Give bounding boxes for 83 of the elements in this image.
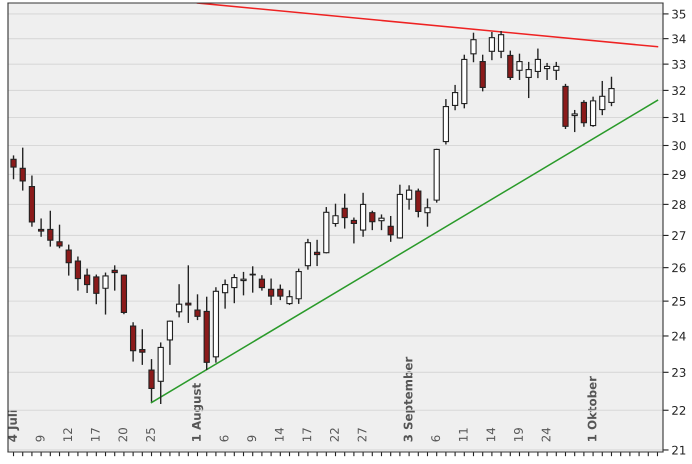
x-tick-label: 6 xyxy=(220,436,229,442)
candlestick xyxy=(47,210,54,247)
candlestick xyxy=(470,32,477,62)
x-tick-label: 19 xyxy=(514,428,523,441)
candlestick xyxy=(194,294,201,320)
candlestick xyxy=(222,280,228,309)
candlestick xyxy=(342,194,348,229)
candlestick xyxy=(277,284,284,300)
candlestick xyxy=(608,76,615,106)
candlestick xyxy=(534,48,542,78)
candlestick xyxy=(74,256,82,291)
candlestick xyxy=(258,275,266,291)
y-tick-label: 25 xyxy=(672,296,686,306)
candlestick xyxy=(10,155,17,180)
y-tick-label: 34 xyxy=(672,34,686,44)
candlestick xyxy=(66,244,72,276)
x-tick-label: 6 xyxy=(431,436,440,442)
candlestick xyxy=(369,210,376,230)
x-tick-label: 3 September xyxy=(403,356,415,442)
x-tick-label: 17 xyxy=(302,428,312,441)
x-tick-label: 1 August xyxy=(192,383,204,441)
candlestick xyxy=(56,224,63,248)
y-tick-label: 29 xyxy=(672,170,686,180)
candlestick xyxy=(250,266,256,293)
x-tick-label: 27 xyxy=(358,428,366,442)
x-tick-label: 11 xyxy=(458,428,468,441)
candlestick xyxy=(304,238,312,270)
candlestick xyxy=(516,54,523,80)
y-tick-label: 24 xyxy=(672,332,686,340)
x-tick-label: 9 xyxy=(247,436,256,442)
candlestick xyxy=(452,84,458,110)
candlestick xyxy=(544,62,550,80)
candlestick xyxy=(424,198,431,227)
x-tick-label: 24 xyxy=(542,428,550,442)
y-tick-label: 30 xyxy=(672,141,686,150)
y-tick-label: 21 xyxy=(672,446,686,454)
candlestick xyxy=(580,100,588,127)
y-tick-label: 23 xyxy=(672,368,686,377)
candlestick xyxy=(240,272,247,296)
candlestick xyxy=(507,50,514,80)
candlestick xyxy=(314,240,320,266)
candlestick xyxy=(231,274,238,304)
candlestick xyxy=(488,32,496,60)
candlestick xyxy=(185,265,192,323)
y-tick-label: 32 xyxy=(672,86,686,96)
candlestick xyxy=(572,110,578,132)
candlestick xyxy=(166,320,174,365)
x-tick-label: 1 Oktober xyxy=(587,376,597,441)
candlestick xyxy=(350,218,358,244)
candlestick xyxy=(20,148,26,191)
candlestick xyxy=(84,268,90,293)
candlestick xyxy=(93,274,100,304)
candlestick xyxy=(332,204,339,227)
candlestick xyxy=(102,272,109,315)
candlestick xyxy=(526,62,532,98)
candlestick xyxy=(112,265,118,291)
x-tick-label: 22 xyxy=(330,428,339,442)
candlestick xyxy=(148,359,155,402)
x-tick-label: 25 xyxy=(146,428,155,442)
candlestick xyxy=(498,30,504,58)
y-tick-label: 26 xyxy=(672,263,686,272)
y-tick-label: 33 xyxy=(672,60,686,69)
x-tick-label: 14 xyxy=(486,428,496,441)
candlestick xyxy=(415,188,422,218)
x-tick-label: 9 xyxy=(36,436,45,442)
candlestick xyxy=(378,214,385,230)
x-tick-label: 20 xyxy=(118,428,128,442)
y-tick-label: 28 xyxy=(672,200,686,210)
candlestick xyxy=(286,290,293,305)
x-tick-label: 17 xyxy=(90,428,100,441)
candlestick xyxy=(406,185,412,210)
candlestick xyxy=(139,329,146,365)
candlestick xyxy=(388,216,394,242)
candlestick xyxy=(38,218,44,237)
candlestick xyxy=(176,284,182,318)
x-tick-label: 14 xyxy=(274,428,284,441)
y-tick-label: 31 xyxy=(672,113,686,122)
candlestick xyxy=(553,62,560,80)
x-tick-label: 12 xyxy=(63,428,72,441)
y-tick-label: 27 xyxy=(672,231,686,240)
candlestick xyxy=(268,278,274,305)
y-tick-label: 35 xyxy=(672,10,686,19)
candlestick xyxy=(599,80,606,116)
